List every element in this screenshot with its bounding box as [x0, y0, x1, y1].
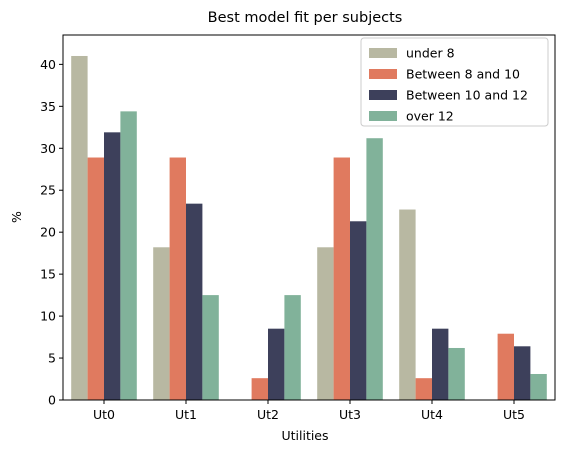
y-tick-label: 20	[40, 225, 56, 240]
legend-label: Between 10 and 12	[406, 88, 528, 103]
bar	[169, 157, 186, 400]
bar	[268, 328, 285, 400]
bar	[120, 111, 137, 401]
legend-swatch	[369, 90, 397, 100]
bar	[514, 346, 531, 400]
bar	[530, 373, 547, 400]
y-tick-label: 30	[40, 141, 56, 156]
legend-swatch	[369, 69, 397, 79]
y-tick-label: 35	[40, 99, 56, 114]
y-tick-label: 0	[48, 393, 56, 408]
y-tick-label: 5	[48, 351, 56, 366]
x-tick-label: Ut1	[175, 407, 197, 422]
bar	[333, 157, 350, 400]
x-tick-label: Ut2	[257, 407, 279, 422]
bar	[186, 203, 203, 400]
x-tick-label: Ut4	[421, 407, 443, 422]
x-tick-label: Ut3	[339, 407, 361, 422]
x-tick-label: Ut5	[503, 407, 525, 422]
legend-label: Between 8 and 10	[406, 67, 520, 82]
legend-label: under 8	[406, 46, 455, 61]
x-axis: Ut0 Ut1 Ut2 Ut3 Ut4 Ut5	[93, 400, 525, 422]
y-tick-label: 10	[40, 309, 56, 324]
y-axis: 0 5 10 15 20 25 30 35 40	[40, 57, 63, 408]
bar	[497, 333, 514, 400]
legend-swatch	[369, 111, 397, 121]
bar	[251, 378, 268, 400]
y-tick-label: 15	[40, 267, 56, 282]
legend: under 8 Between 8 and 10 Between 10 and 12…	[360, 37, 549, 127]
bar	[317, 247, 334, 400]
x-axis-label: Utilities	[281, 428, 328, 443]
legend-label: over 12	[406, 109, 454, 124]
bar	[153, 247, 170, 400]
bar	[202, 295, 219, 400]
y-tick-label: 40	[40, 57, 56, 72]
bar	[350, 221, 367, 400]
x-tick-label: Ut0	[93, 407, 115, 422]
legend-box	[360, 37, 549, 127]
legend-swatch	[369, 48, 397, 58]
bar	[366, 138, 383, 400]
bar	[448, 347, 465, 400]
bar	[399, 209, 416, 400]
bar	[432, 328, 449, 400]
chart-title: Best model fit per subjects	[208, 10, 403, 26]
bar	[104, 132, 121, 400]
bar	[415, 378, 432, 400]
y-axis-label: %	[9, 211, 24, 223]
bar	[71, 55, 88, 400]
bar	[284, 295, 301, 400]
bars-group	[71, 55, 547, 401]
bar	[87, 157, 104, 400]
plot-frame	[62, 34, 556, 401]
y-tick-label: 25	[40, 183, 56, 198]
